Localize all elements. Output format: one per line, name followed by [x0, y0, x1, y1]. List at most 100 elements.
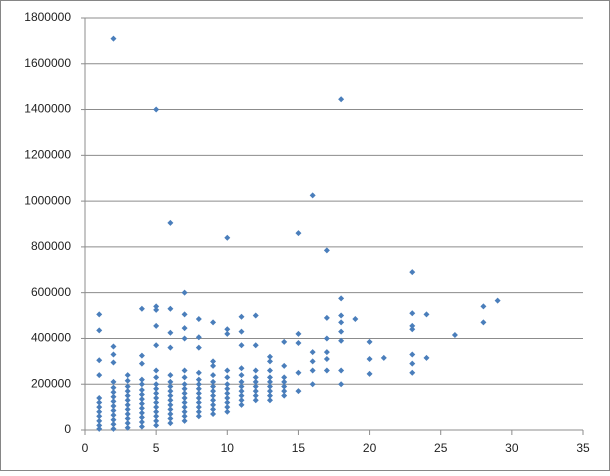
data-point: [153, 322, 160, 329]
data-point: [224, 399, 231, 406]
data-point: [238, 401, 245, 408]
data-point: [195, 408, 202, 415]
data-point: [181, 413, 188, 420]
data-point: [124, 401, 131, 408]
data-point: [167, 420, 174, 427]
data-point: [210, 401, 217, 408]
data-point: [266, 358, 273, 365]
data-point: [210, 406, 217, 413]
data-point: [167, 397, 174, 404]
data-point: [480, 303, 487, 310]
data-point: [167, 415, 174, 422]
data-point: [167, 329, 174, 336]
data-point: [124, 420, 131, 427]
data-point: [252, 378, 259, 385]
data-point: [167, 388, 174, 395]
data-point: [153, 399, 160, 406]
data-point: [266, 397, 273, 404]
data-point: [266, 378, 273, 385]
data-point: [181, 311, 188, 318]
data-point: [153, 106, 160, 113]
data-point: [167, 406, 174, 413]
data-point: [352, 315, 359, 322]
data-point: [138, 391, 145, 398]
x-tick-label: 10: [221, 441, 235, 455]
data-point: [138, 386, 145, 393]
data-point: [323, 314, 330, 321]
data-point: [323, 349, 330, 356]
data-point: [238, 372, 245, 379]
data-point: [110, 351, 117, 358]
x-tick-label: 25: [434, 441, 448, 455]
data-point: [110, 402, 117, 409]
data-point: [124, 397, 131, 404]
data-point: [266, 367, 273, 374]
data-point: [153, 390, 160, 397]
data-point: [210, 392, 217, 399]
data-point: [195, 385, 202, 392]
data-point: [323, 356, 330, 363]
data-point: [238, 342, 245, 349]
data-point: [210, 319, 217, 326]
data-point: [295, 388, 302, 395]
data-point: [124, 392, 131, 399]
data-point: [96, 372, 103, 379]
data-point: [238, 313, 245, 320]
data-point: [167, 219, 174, 226]
data-point: [238, 378, 245, 385]
data-point: [167, 372, 174, 379]
data-point: [96, 404, 103, 411]
data-point: [138, 381, 145, 388]
data-point: [210, 383, 217, 390]
y-tick-label: 200000: [31, 376, 71, 390]
data-point: [238, 388, 245, 395]
data-point: [124, 415, 131, 422]
data-point: [181, 390, 188, 397]
data-point: [409, 326, 416, 333]
data-point: [281, 383, 288, 390]
data-point: [110, 393, 117, 400]
data-point: [110, 416, 117, 423]
data-point: [153, 306, 160, 313]
data-point: [138, 305, 145, 312]
data-point: [224, 404, 231, 411]
data-point: [110, 412, 117, 419]
data-point: [153, 404, 160, 411]
data-point: [338, 312, 345, 319]
data-point: [281, 338, 288, 345]
data-point: [224, 394, 231, 401]
data-point: [309, 349, 316, 356]
data-point: [138, 400, 145, 407]
data-point: [167, 410, 174, 417]
data-point: [210, 358, 217, 365]
data-point: [167, 305, 174, 312]
data-point: [266, 388, 273, 395]
data-point: [181, 367, 188, 374]
data-point: [153, 422, 160, 429]
x-tick-label: 5: [153, 441, 160, 455]
data-point: [181, 417, 188, 424]
x-tick-label: 0: [82, 441, 89, 455]
data-point: [195, 376, 202, 383]
data-point: [238, 328, 245, 335]
data-point: [110, 359, 117, 366]
data-point: [124, 424, 131, 431]
data-point: [366, 370, 373, 377]
data-point: [195, 369, 202, 376]
data-point: [96, 357, 103, 364]
data-point: [238, 397, 245, 404]
data-point: [181, 399, 188, 406]
data-point: [153, 417, 160, 424]
data-point: [181, 408, 188, 415]
data-point: [252, 312, 259, 319]
data-point: [181, 394, 188, 401]
data-point: [167, 378, 174, 385]
data-point: [338, 367, 345, 374]
data-point: [138, 409, 145, 416]
data-point: [238, 392, 245, 399]
data-point: [281, 388, 288, 395]
data-point: [224, 374, 231, 381]
data-point: [138, 376, 145, 383]
data-point: [323, 335, 330, 342]
data-point: [138, 423, 145, 430]
